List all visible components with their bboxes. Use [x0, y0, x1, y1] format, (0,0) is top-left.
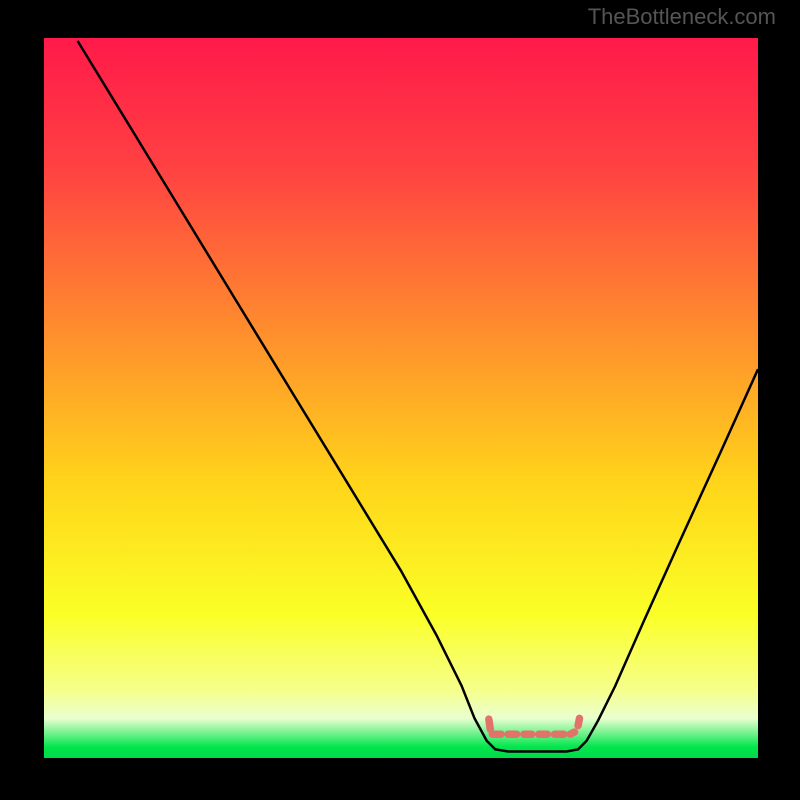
bottom-marker-segment: [570, 732, 574, 734]
bottom-marker-group: [489, 718, 580, 734]
plot-area: [44, 38, 758, 758]
bottleneck-curve: [78, 41, 758, 752]
watermark-text: TheBottleneck.com: [588, 4, 776, 30]
bottom-marker-segment: [489, 719, 490, 729]
chart-curve-layer: [44, 38, 758, 758]
bottom-marker-segment: [578, 718, 579, 725]
